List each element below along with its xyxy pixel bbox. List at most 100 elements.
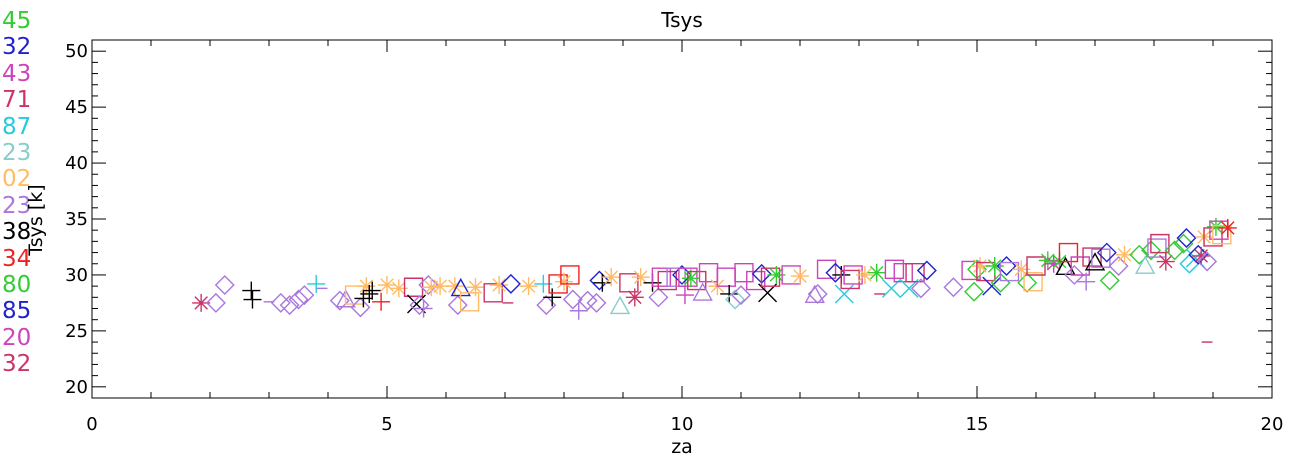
data-point (1188, 244, 1209, 265)
data-point (1077, 272, 1096, 291)
data-point (1209, 220, 1229, 240)
data-point (242, 281, 261, 300)
data-point (1173, 233, 1194, 254)
data-point (1084, 252, 1106, 271)
data-point (389, 279, 408, 298)
data-point (1218, 218, 1237, 237)
data-point (357, 277, 376, 296)
legend-entry: 45 (2, 8, 32, 34)
data-point (205, 292, 226, 313)
data-point (1017, 272, 1038, 293)
legend-entry: 23 (2, 139, 32, 166)
legend-entry: 43 (2, 60, 32, 87)
data-point (560, 265, 580, 285)
data-point (407, 294, 426, 314)
data-point (867, 263, 886, 282)
data-point (609, 295, 631, 315)
data-point (734, 263, 754, 283)
data-point (760, 267, 781, 287)
data-point (1023, 271, 1043, 292)
data-point (804, 284, 825, 303)
axes: 0 5 10 15 20 20 25 30 35 40 45 50 (65, 40, 1283, 435)
data-point (459, 292, 480, 312)
legend-entry: 80 (2, 271, 32, 298)
data-point (1038, 251, 1057, 270)
data-point (843, 265, 863, 285)
data-point (214, 275, 235, 295)
data-point (1192, 246, 1211, 265)
data-point (602, 268, 621, 287)
data-point (403, 277, 424, 297)
data-point (270, 292, 291, 313)
data-point (943, 277, 964, 298)
data-point (840, 269, 860, 290)
data-point (675, 286, 694, 305)
legend-entry: 32 (2, 34, 32, 61)
x-tick-label: 0 (86, 414, 97, 435)
x-tick-label: 5 (381, 414, 392, 435)
data-point (648, 287, 669, 308)
data-point (698, 263, 719, 283)
data-point (999, 261, 1020, 282)
data-point (569, 301, 588, 320)
data-point (681, 269, 700, 288)
data-point (916, 260, 937, 281)
data-point (1134, 255, 1156, 274)
data-point (1115, 245, 1134, 264)
data-point (976, 261, 996, 282)
legend-entry: 71 (2, 87, 32, 114)
data-point (884, 259, 905, 280)
y-tick-label: 20 (65, 377, 88, 398)
data-point (1197, 251, 1218, 272)
legend-entry: 87 (2, 113, 32, 140)
data-point (855, 265, 874, 284)
data-point (1141, 240, 1162, 261)
data-point (279, 295, 300, 316)
data-point (294, 285, 315, 306)
data-point (1058, 242, 1079, 263)
data-point (1099, 270, 1120, 291)
data-point (692, 282, 713, 301)
legend-entry: 20 (2, 324, 32, 351)
data-point (192, 293, 211, 312)
data-point (586, 292, 607, 313)
data-point (593, 273, 612, 292)
data-point (1156, 252, 1175, 271)
data-point (725, 289, 746, 310)
data-point (985, 256, 1004, 275)
data-point (372, 292, 391, 311)
data-point (350, 297, 371, 318)
data-point (431, 277, 450, 296)
y-tick-label: 45 (65, 97, 88, 118)
data-point (1044, 254, 1063, 273)
y-tick-label: 35 (65, 209, 88, 230)
data-point (378, 276, 396, 295)
data-point (555, 272, 573, 291)
data-point (1129, 244, 1150, 265)
plot-frame (91, 39, 1273, 399)
data-point (791, 267, 809, 286)
data-point (619, 273, 639, 293)
data-point (1026, 256, 1046, 276)
data-point (1206, 217, 1225, 236)
legend-entry: 34 (2, 245, 32, 272)
data-point (288, 289, 309, 310)
data-point (982, 276, 1002, 296)
x-tick-label: 20 (1261, 414, 1284, 435)
data-point (422, 278, 441, 297)
data-point (720, 284, 739, 303)
data-point (625, 288, 644, 307)
y-axis-label: Tsys [k] (25, 184, 47, 256)
chart-legend: 45 32 43 71 87 23 02 23 38 34 80 85 20 3… (2, 8, 42, 377)
data-point (360, 284, 379, 303)
legend-entry: 23 (2, 192, 32, 219)
data-point (483, 283, 503, 303)
data-point (363, 281, 382, 300)
data-point (490, 276, 509, 295)
legend-entry: 85 (2, 298, 32, 325)
y-tick-label: 50 (65, 41, 88, 62)
data-point (243, 290, 262, 309)
x-tick-label: 10 (671, 414, 694, 435)
data-point (910, 278, 931, 299)
data-point (834, 284, 854, 304)
